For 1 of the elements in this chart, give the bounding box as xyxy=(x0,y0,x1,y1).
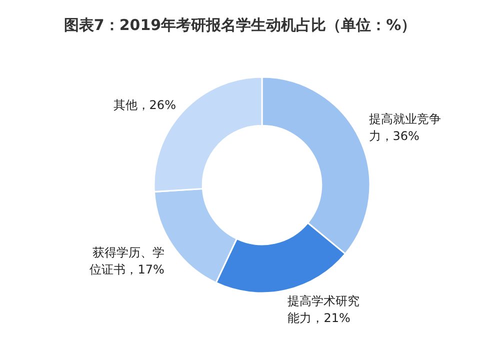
title: 图表7：2019年考研报名学生动机占比（单位：%） xyxy=(64,16,416,34)
